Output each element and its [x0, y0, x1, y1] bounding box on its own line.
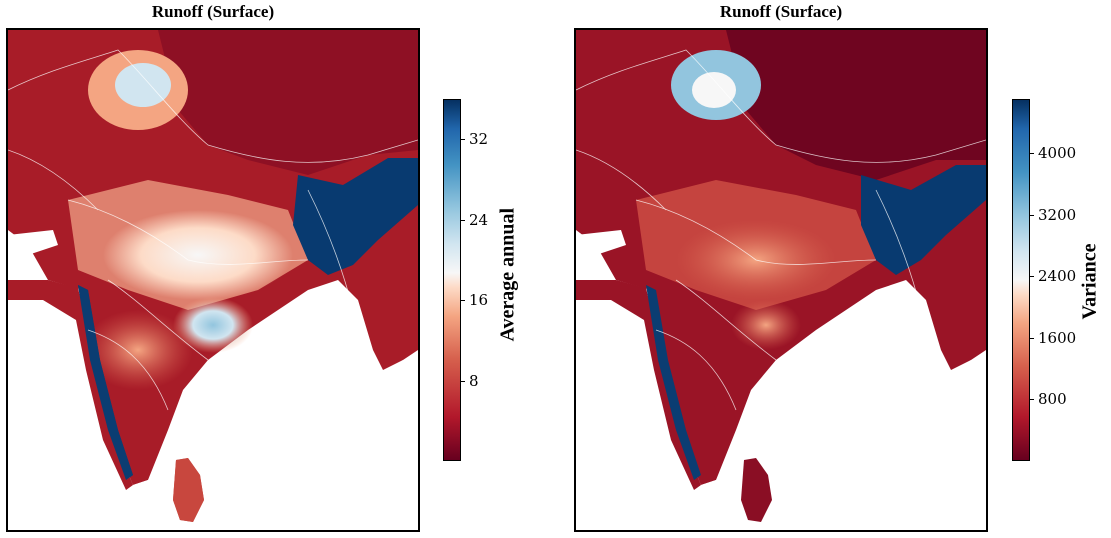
deccan-region [83, 310, 193, 390]
colorbar-tick: 32 [459, 130, 489, 149]
panel-title-variance: Runoff (Surface) [719, 2, 843, 21]
colorbar-label-average: Average annual [496, 207, 519, 342]
map-average-annual [6, 28, 420, 532]
west-coast-land [8, 280, 133, 490]
colorbar-tick: 2400 [1028, 267, 1077, 286]
borders [8, 49, 418, 411]
sri-lanka-2 [173, 458, 204, 522]
colorbar-average [443, 99, 461, 461]
nodata-bay [368, 360, 418, 530]
nodata-sea [8, 280, 176, 530]
central-high [103, 210, 293, 300]
west-coast-high-2 [78, 285, 133, 480]
colorbar-tick: 4000 [1028, 143, 1077, 162]
west-coast-high [646, 285, 701, 480]
colorbar-variance [1012, 99, 1030, 461]
borders [576, 49, 986, 411]
west-himalaya-core [115, 63, 171, 107]
colorbar-tick: 8 [460, 371, 479, 390]
colorbar-tick: 3200 [1028, 205, 1077, 224]
plateau-region [158, 30, 418, 175]
colorbar-tick: 800 [1029, 390, 1067, 409]
plateau-region [726, 30, 986, 180]
map-canvas-variance [576, 30, 986, 530]
sri-lanka [741, 458, 772, 522]
nodata-bay [936, 360, 986, 530]
colorbar-label-variance: Variance [1078, 243, 1101, 320]
map-variance [574, 28, 988, 532]
northeast-high [293, 158, 418, 275]
west-himalaya-core [692, 72, 736, 108]
northeast-high [861, 165, 986, 275]
colorbar-tick: 16 [459, 291, 489, 310]
nodata-west [8, 230, 58, 255]
nodata-west [576, 230, 626, 255]
central-blue [173, 297, 253, 353]
panel-title-average: Runoff (Surface) [151, 2, 275, 21]
colorbar-tick: 1600 [1028, 328, 1077, 347]
central-ring [731, 300, 801, 350]
colorbar-tick: 24 [459, 210, 489, 229]
west-coast-land [576, 280, 701, 490]
map-canvas-average [8, 30, 418, 530]
nodata-sea [576, 280, 744, 530]
